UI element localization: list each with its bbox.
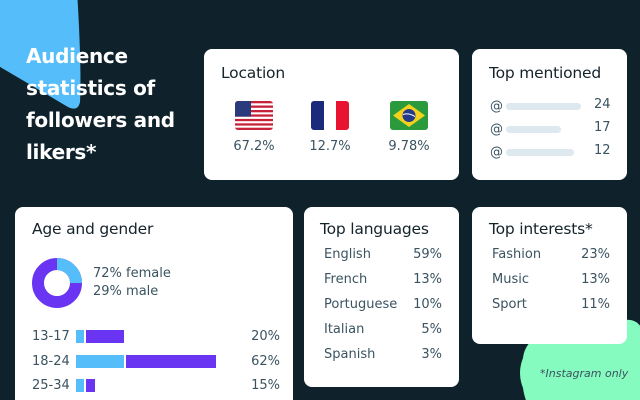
brazil-flag-icon [390, 101, 428, 130]
title-line: statistics of [26, 76, 155, 100]
mention-count: 17 [594, 120, 611, 135]
female-share: 72% female [93, 266, 171, 281]
card-title: Age and gender [32, 220, 154, 238]
gender-legend: 72% female 29% male [93, 265, 171, 301]
age-row: 18-24 62% [32, 352, 282, 370]
language-row: French 13% [324, 270, 442, 288]
interest-value: 23% [581, 246, 610, 262]
age-gender-card: Age and gender 72% female 29% male 13-17… [15, 207, 293, 400]
female-bar [76, 378, 84, 392]
age-row: 13-17 20% [32, 327, 282, 345]
card-title: Top interests* [489, 220, 593, 238]
interest-value: 11% [581, 296, 610, 312]
age-label: 18-24 [32, 353, 70, 369]
title-line: Audience [26, 44, 128, 68]
mention-count: 24 [594, 97, 611, 112]
language-label: Italian [324, 321, 365, 337]
gender-donut-chart [32, 258, 82, 308]
male-share: 29% male [93, 284, 159, 299]
top-mentioned-card: Top mentioned @ 24 @ 17 @ 12 [472, 49, 627, 180]
interest-label: Music [492, 271, 529, 287]
placeholder-bar [506, 125, 561, 133]
decorative-blue-shape [0, 0, 81, 109]
age-label: 25-34 [32, 377, 70, 393]
age-value: 20% [251, 328, 280, 344]
mention-row: @ [490, 143, 574, 161]
language-label: English [324, 246, 371, 262]
card-title: Top mentioned [489, 64, 602, 82]
interest-label: Fashion [492, 246, 542, 262]
location-item: 9.78% [379, 101, 439, 154]
title-line: followers and [26, 108, 175, 132]
france-flag-icon [311, 101, 349, 130]
mention-count: 12 [594, 143, 611, 158]
language-value: 5% [421, 321, 442, 337]
location-item: 12.7% [300, 101, 360, 154]
age-row: 25-34 15% [32, 376, 282, 394]
language-row: Portuguese 10% [324, 295, 442, 313]
at-icon: @ [490, 121, 503, 137]
location-item: 67.2% [224, 101, 284, 154]
at-icon: @ [490, 144, 503, 160]
interest-row: Fashion 23% [492, 245, 610, 263]
male-bar [86, 329, 124, 343]
male-bar [126, 354, 216, 368]
language-label: French [324, 271, 368, 287]
language-value: 10% [413, 296, 442, 312]
at-icon: @ [490, 98, 503, 114]
placeholder-bar [506, 102, 581, 110]
language-value: 59% [413, 246, 442, 262]
interest-row: Music 13% [492, 270, 610, 288]
language-value: 3% [421, 346, 442, 362]
us-flag-icon [235, 101, 273, 130]
mention-row: @ [490, 120, 561, 138]
location-value: 12.7% [309, 139, 351, 154]
mention-row: @ [490, 97, 581, 115]
language-label: Spanish [324, 346, 376, 362]
language-label: Portuguese [324, 296, 398, 312]
page-title: Audience statistics of followers and lik… [26, 40, 201, 168]
top-interests-card: Top interests* Fashion 23% Music 13% Spo… [472, 207, 627, 344]
language-row: Italian 5% [324, 320, 442, 338]
language-row: English 59% [324, 245, 442, 263]
language-row: Spanish 3% [324, 345, 442, 363]
language-value: 13% [413, 271, 442, 287]
age-value: 62% [251, 353, 280, 369]
age-value: 15% [251, 377, 280, 393]
footnote: *Instagram only [540, 367, 629, 380]
female-bar [76, 354, 124, 368]
age-label: 13-17 [32, 328, 70, 344]
top-languages-card: Top languages English 59% French 13% Por… [304, 207, 459, 387]
placeholder-bar [506, 148, 574, 156]
interest-row: Sport 11% [492, 295, 610, 313]
location-value: 9.78% [388, 139, 430, 154]
location-value: 67.2% [233, 139, 275, 154]
interest-label: Sport [492, 296, 527, 312]
male-bar [86, 378, 95, 392]
interest-value: 13% [581, 271, 610, 287]
card-title: Location [221, 64, 285, 82]
card-title: Top languages [320, 220, 429, 238]
title-line: likers* [26, 140, 97, 164]
location-card: Location 67.2% 12.7% 9.78% [204, 49, 459, 180]
female-bar [76, 329, 84, 343]
